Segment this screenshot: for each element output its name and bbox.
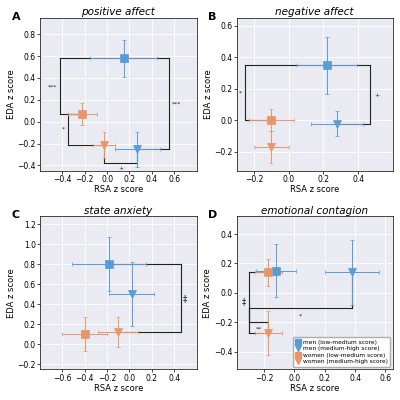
Text: *: * xyxy=(299,314,302,318)
Text: *: * xyxy=(62,127,64,132)
X-axis label: RSA z score: RSA z score xyxy=(94,384,143,393)
Title: state anxiety: state anxiety xyxy=(84,206,152,216)
X-axis label: RSA z score: RSA z score xyxy=(290,186,340,194)
Text: A: A xyxy=(12,12,20,22)
Y-axis label: EDA z score: EDA z score xyxy=(204,70,212,119)
Text: ***: *** xyxy=(47,84,57,89)
Title: negative affect: negative affect xyxy=(276,7,354,17)
Text: *: * xyxy=(239,91,242,96)
X-axis label: RSA z score: RSA z score xyxy=(290,384,340,393)
Y-axis label: EDA z score: EDA z score xyxy=(7,70,16,119)
Legend: men (low-medium score), men (medium-high score), women (low-medium score), women: men (low-medium score), men (medium-high… xyxy=(293,337,390,366)
X-axis label: RSA z score: RSA z score xyxy=(94,186,143,194)
Text: D: D xyxy=(208,210,218,220)
Text: **: ** xyxy=(256,327,262,332)
Text: B: B xyxy=(208,12,217,22)
Text: +: + xyxy=(374,92,379,98)
Title: positive affect: positive affect xyxy=(81,7,155,17)
Text: ‡: ‡ xyxy=(183,294,187,303)
Text: C: C xyxy=(12,210,20,220)
Text: ***: *** xyxy=(172,102,181,107)
Text: ‡: ‡ xyxy=(241,297,246,306)
Text: +: + xyxy=(118,166,123,171)
Y-axis label: EDA z score: EDA z score xyxy=(7,268,16,318)
Title: emotional contagion: emotional contagion xyxy=(261,206,368,216)
Y-axis label: EDA z score: EDA z score xyxy=(204,268,212,318)
